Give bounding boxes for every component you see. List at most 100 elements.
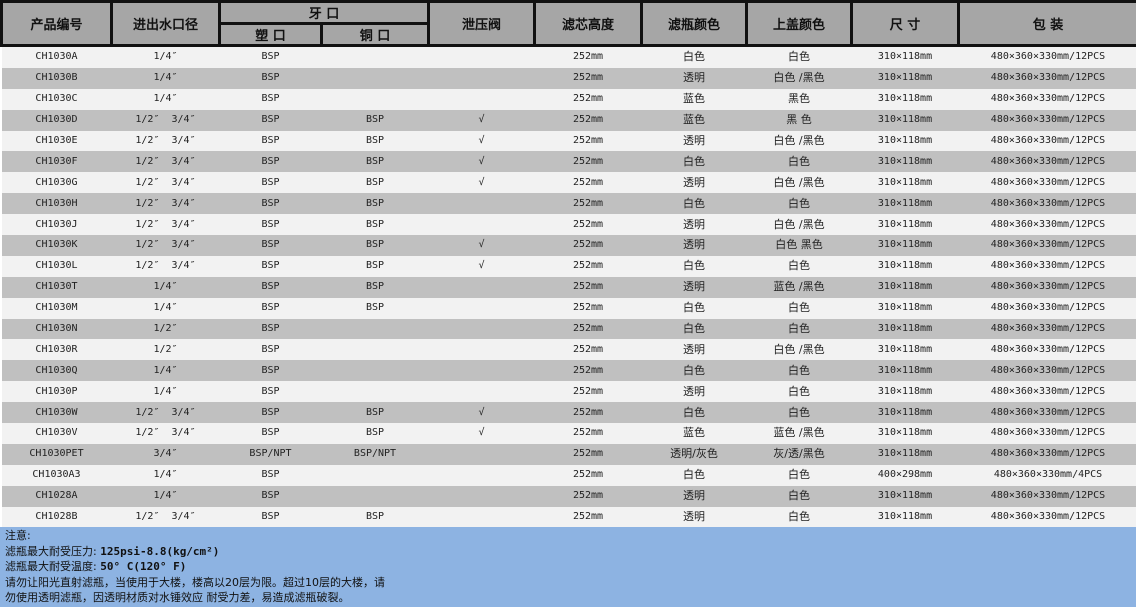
cell-valve bbox=[428, 464, 535, 486]
cell-pack: 480×360×330mm/12PCS bbox=[958, 402, 1136, 424]
cell-code: CH1030H bbox=[1, 193, 112, 215]
cell-plastic-thread: BSP bbox=[219, 360, 322, 382]
cell-port: 1/2″ 3/4″ bbox=[111, 172, 220, 194]
cell-cap-color: 白色 bbox=[746, 360, 852, 382]
header-pack: 包 装 bbox=[957, 0, 1136, 47]
cell-port: 1/2″ 3/4″ bbox=[111, 130, 220, 152]
cell-plastic-thread: BSP bbox=[219, 172, 322, 194]
cell-pack: 480×360×330mm/12PCS bbox=[958, 339, 1136, 361]
cell-cap-color: 白色 bbox=[746, 485, 852, 507]
cell-port: 1/4″ bbox=[111, 360, 220, 382]
cell-port: 1/2″ bbox=[111, 339, 220, 361]
notes-title: 注意: bbox=[5, 529, 31, 542]
notes-line-1: 请勿让阳光直射滤瓶，当使用于大楼，楼高以20层为限。超过10层的大楼，请 bbox=[5, 575, 385, 589]
cell-copper-thread: BSP bbox=[321, 193, 429, 215]
cell-plastic-thread: BSP bbox=[219, 276, 322, 298]
cell-code: CH1030F bbox=[1, 151, 112, 173]
cell-code: CH1030G bbox=[1, 172, 112, 194]
cell-size: 310×118mm bbox=[851, 402, 959, 424]
cell-size: 310×118mm bbox=[851, 276, 959, 298]
cell-cap-color: 白色 /黑色 bbox=[746, 130, 852, 152]
notes-pressure: 滤瓶最大耐受压力: 125psi-8.8(kg/cm²) bbox=[5, 544, 1131, 560]
cell-cap-color: 白色 /黑色 bbox=[746, 67, 852, 89]
notes-line-2: 勿使用透明滤瓶，因透明材质对水锤效应 耐受力差，易造成滤瓶破裂。 bbox=[5, 591, 350, 604]
table-row: CH1030L 1/2″ 3/4″ BSP BSP √ 252mm 白色 白色 310×118m… bbox=[1, 255, 1136, 277]
cell-copper-thread: BSP bbox=[321, 255, 429, 277]
cell-size: 310×118mm bbox=[851, 318, 959, 340]
cell-pack: 480×360×330mm/12PCS bbox=[958, 297, 1136, 319]
cell-pack: 480×360×330mm/12PCS bbox=[958, 255, 1136, 277]
cell-port: 1/2″ 3/4″ bbox=[111, 151, 220, 173]
cell-size: 310×118mm bbox=[851, 172, 959, 194]
cell-plastic-thread: BSP bbox=[219, 235, 322, 256]
cell-height: 252mm bbox=[534, 88, 642, 110]
cell-port: 1/2″ 3/4″ bbox=[111, 506, 220, 528]
table-row: CH1028A 1/4″ BSP 252mm 透明 白色 310×118mm 480×360×… bbox=[1, 485, 1136, 507]
cell-port: 1/2″ bbox=[111, 318, 220, 340]
cell-copper-thread: BSP bbox=[321, 506, 429, 528]
cell-plastic-thread: BSP bbox=[219, 214, 322, 236]
header-code: 产品编号 bbox=[0, 0, 113, 47]
cell-bottle-color: 透明 bbox=[641, 339, 747, 361]
cell-size: 310×118mm bbox=[851, 67, 959, 89]
cell-cap-color: 白色 bbox=[746, 151, 852, 173]
cell-size: 310×118mm bbox=[851, 88, 959, 110]
cell-copper-thread: BSP bbox=[321, 130, 429, 152]
cell-plastic-thread: BSP bbox=[219, 45, 322, 68]
cell-height: 252mm bbox=[534, 339, 642, 361]
cell-pack: 480×360×330mm/12PCS bbox=[958, 485, 1136, 507]
cell-height: 252mm bbox=[534, 443, 642, 465]
cell-size: 310×118mm bbox=[851, 255, 959, 277]
cell-copper-thread bbox=[321, 88, 429, 110]
header-copper: 铜 口 bbox=[320, 22, 430, 47]
cell-plastic-thread: BSP bbox=[219, 255, 322, 277]
cell-bottle-color: 白色 bbox=[641, 318, 747, 340]
cell-height: 252mm bbox=[534, 172, 642, 194]
cell-valve: √ bbox=[428, 235, 535, 256]
cell-plastic-thread: BSP bbox=[219, 67, 322, 89]
header-cap-color: 上盖颜色 bbox=[745, 0, 853, 47]
cell-cap-color: 蓝色 /黑色 bbox=[746, 423, 852, 444]
cell-bottle-color: 白色 bbox=[641, 360, 747, 382]
cell-code: CH1030L bbox=[1, 255, 112, 277]
cell-plastic-thread: BSP bbox=[219, 381, 322, 403]
product-table: 产品编号 进出水口径 牙 口 泄压阀 滤芯高度 滤瓶颜色 上盖颜色 尺 寸 包 … bbox=[0, 0, 1136, 528]
cell-plastic-thread: BSP bbox=[219, 151, 322, 173]
cell-code: CH1028A bbox=[1, 485, 112, 507]
cell-plastic-thread: BSP bbox=[219, 88, 322, 110]
cell-bottle-color: 白色 bbox=[641, 45, 747, 68]
cell-plastic-thread: BSP bbox=[219, 464, 322, 486]
cell-size: 400×298mm bbox=[851, 464, 959, 486]
table-row: CH1030V 1/2″ 3/4″ BSP BSP √ 252mm 蓝色 蓝色 /黑色 310×… bbox=[1, 423, 1136, 444]
cell-valve bbox=[428, 318, 535, 340]
cell-code: CH1030P bbox=[1, 381, 112, 403]
cell-size: 310×118mm bbox=[851, 151, 959, 173]
cell-pack: 480×360×330mm/12PCS bbox=[958, 193, 1136, 215]
cell-pack: 480×360×330mm/4PCS bbox=[958, 464, 1136, 486]
cell-port: 1/2″ 3/4″ bbox=[111, 193, 220, 215]
table-row: CH1030B 1/4″ BSP 252mm 透明 白色 /黑色 310×118mm 480×… bbox=[1, 67, 1136, 89]
cell-size: 310×118mm bbox=[851, 423, 959, 444]
cell-bottle-color: 白色 bbox=[641, 151, 747, 173]
cell-copper-thread: BSP bbox=[321, 214, 429, 236]
header-port: 进出水口径 bbox=[110, 0, 221, 47]
table-row: CH1030M 1/4″ BSP BSP 252mm 白色 白色 310×118mm 480×3… bbox=[1, 297, 1136, 319]
table-row: CH1030A3 1/4″ BSP 252mm 白色 白色 400×298mm 480×360… bbox=[1, 464, 1136, 486]
cell-cap-color: 白色 /黑色 bbox=[746, 172, 852, 194]
cell-size: 310×118mm bbox=[851, 297, 959, 319]
cell-pack: 480×360×330mm/12PCS bbox=[958, 443, 1136, 465]
cell-valve: √ bbox=[428, 423, 535, 444]
cell-plastic-thread: BSP bbox=[219, 339, 322, 361]
cell-height: 252mm bbox=[534, 318, 642, 340]
cell-port: 1/4″ bbox=[111, 485, 220, 507]
cell-pack: 480×360×330mm/12PCS bbox=[958, 67, 1136, 89]
cell-height: 252mm bbox=[534, 297, 642, 319]
cell-code: CH1030Q bbox=[1, 360, 112, 382]
cell-plastic-thread: BSP bbox=[219, 297, 322, 319]
cell-code: CH1030A3 bbox=[1, 464, 112, 486]
cell-bottle-color: 透明 bbox=[641, 235, 747, 256]
cell-valve: √ bbox=[428, 109, 535, 131]
cell-height: 252mm bbox=[534, 235, 642, 256]
cell-port: 3/4″ bbox=[111, 443, 220, 465]
cell-code: CH1030N bbox=[1, 318, 112, 340]
